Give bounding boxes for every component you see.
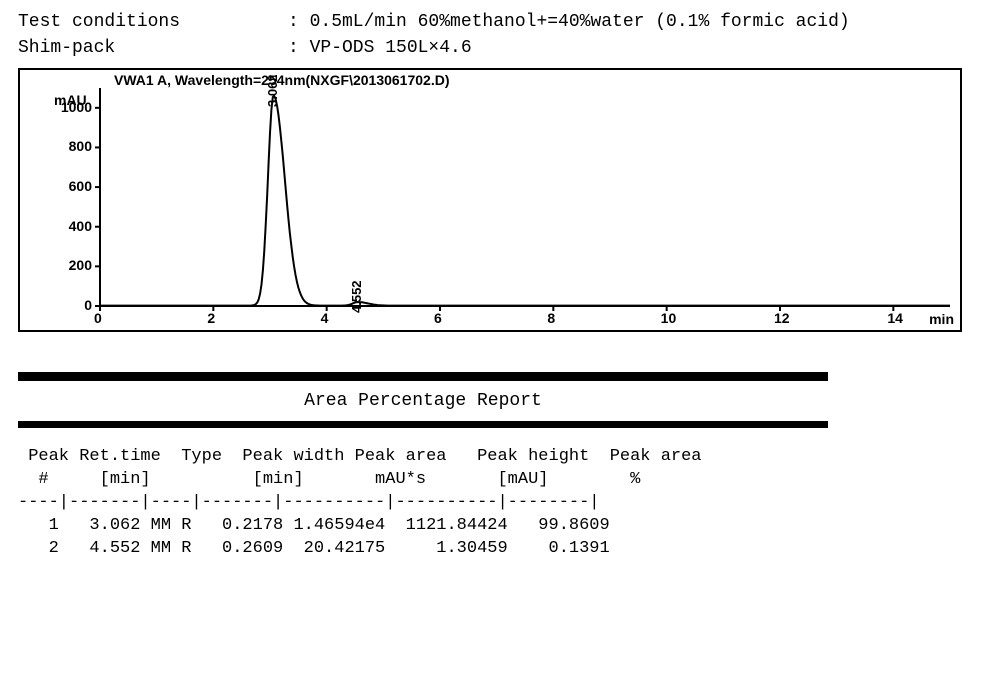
separator-top (18, 372, 828, 381)
chromatogram-chart: VWA1 A, Wavelength=254nm(NXGF\2013061702… (18, 68, 962, 332)
report-title: Area Percentage Report (18, 391, 828, 411)
separator-bottom (18, 421, 828, 428)
x-tick-label: 2 (207, 310, 215, 326)
shim-pack-row: Shim-pack : VP-ODS 150L×4.6 (18, 38, 982, 58)
y-tick-label: 0 (84, 297, 92, 313)
x-tick-label: 12 (774, 310, 790, 326)
x-tick-label: 0 (94, 310, 102, 326)
peak-label: 4.552 (349, 281, 364, 314)
x-tick-label: 8 (547, 310, 555, 326)
test-conditions-value: : 0.5mL/min 60%methanol+=40%water (0.1% … (288, 12, 982, 32)
area-percentage-table: Peak Ret.time Type Peak width Peak area … (18, 446, 982, 561)
y-tick-label: 1000 (61, 99, 92, 115)
test-conditions-row: Test conditions : 0.5mL/min 60%methanol+… (18, 12, 982, 32)
y-tick-label: 200 (69, 257, 92, 273)
peak-label: 3.062 (265, 74, 280, 107)
x-tick-label: 6 (434, 310, 442, 326)
x-tick-label: 14 (887, 310, 903, 326)
y-tick-label: 800 (69, 138, 92, 154)
y-tick-label: 600 (69, 178, 92, 194)
y-tick-label: 400 (69, 218, 92, 234)
chromatogram-svg (20, 70, 960, 330)
shim-pack-value: : VP-ODS 150L×4.6 (288, 38, 982, 58)
shim-pack-label: Shim-pack (18, 38, 288, 58)
test-conditions-label: Test conditions (18, 12, 288, 32)
x-tick-label: 10 (661, 310, 677, 326)
x-tick-label: 4 (321, 310, 329, 326)
